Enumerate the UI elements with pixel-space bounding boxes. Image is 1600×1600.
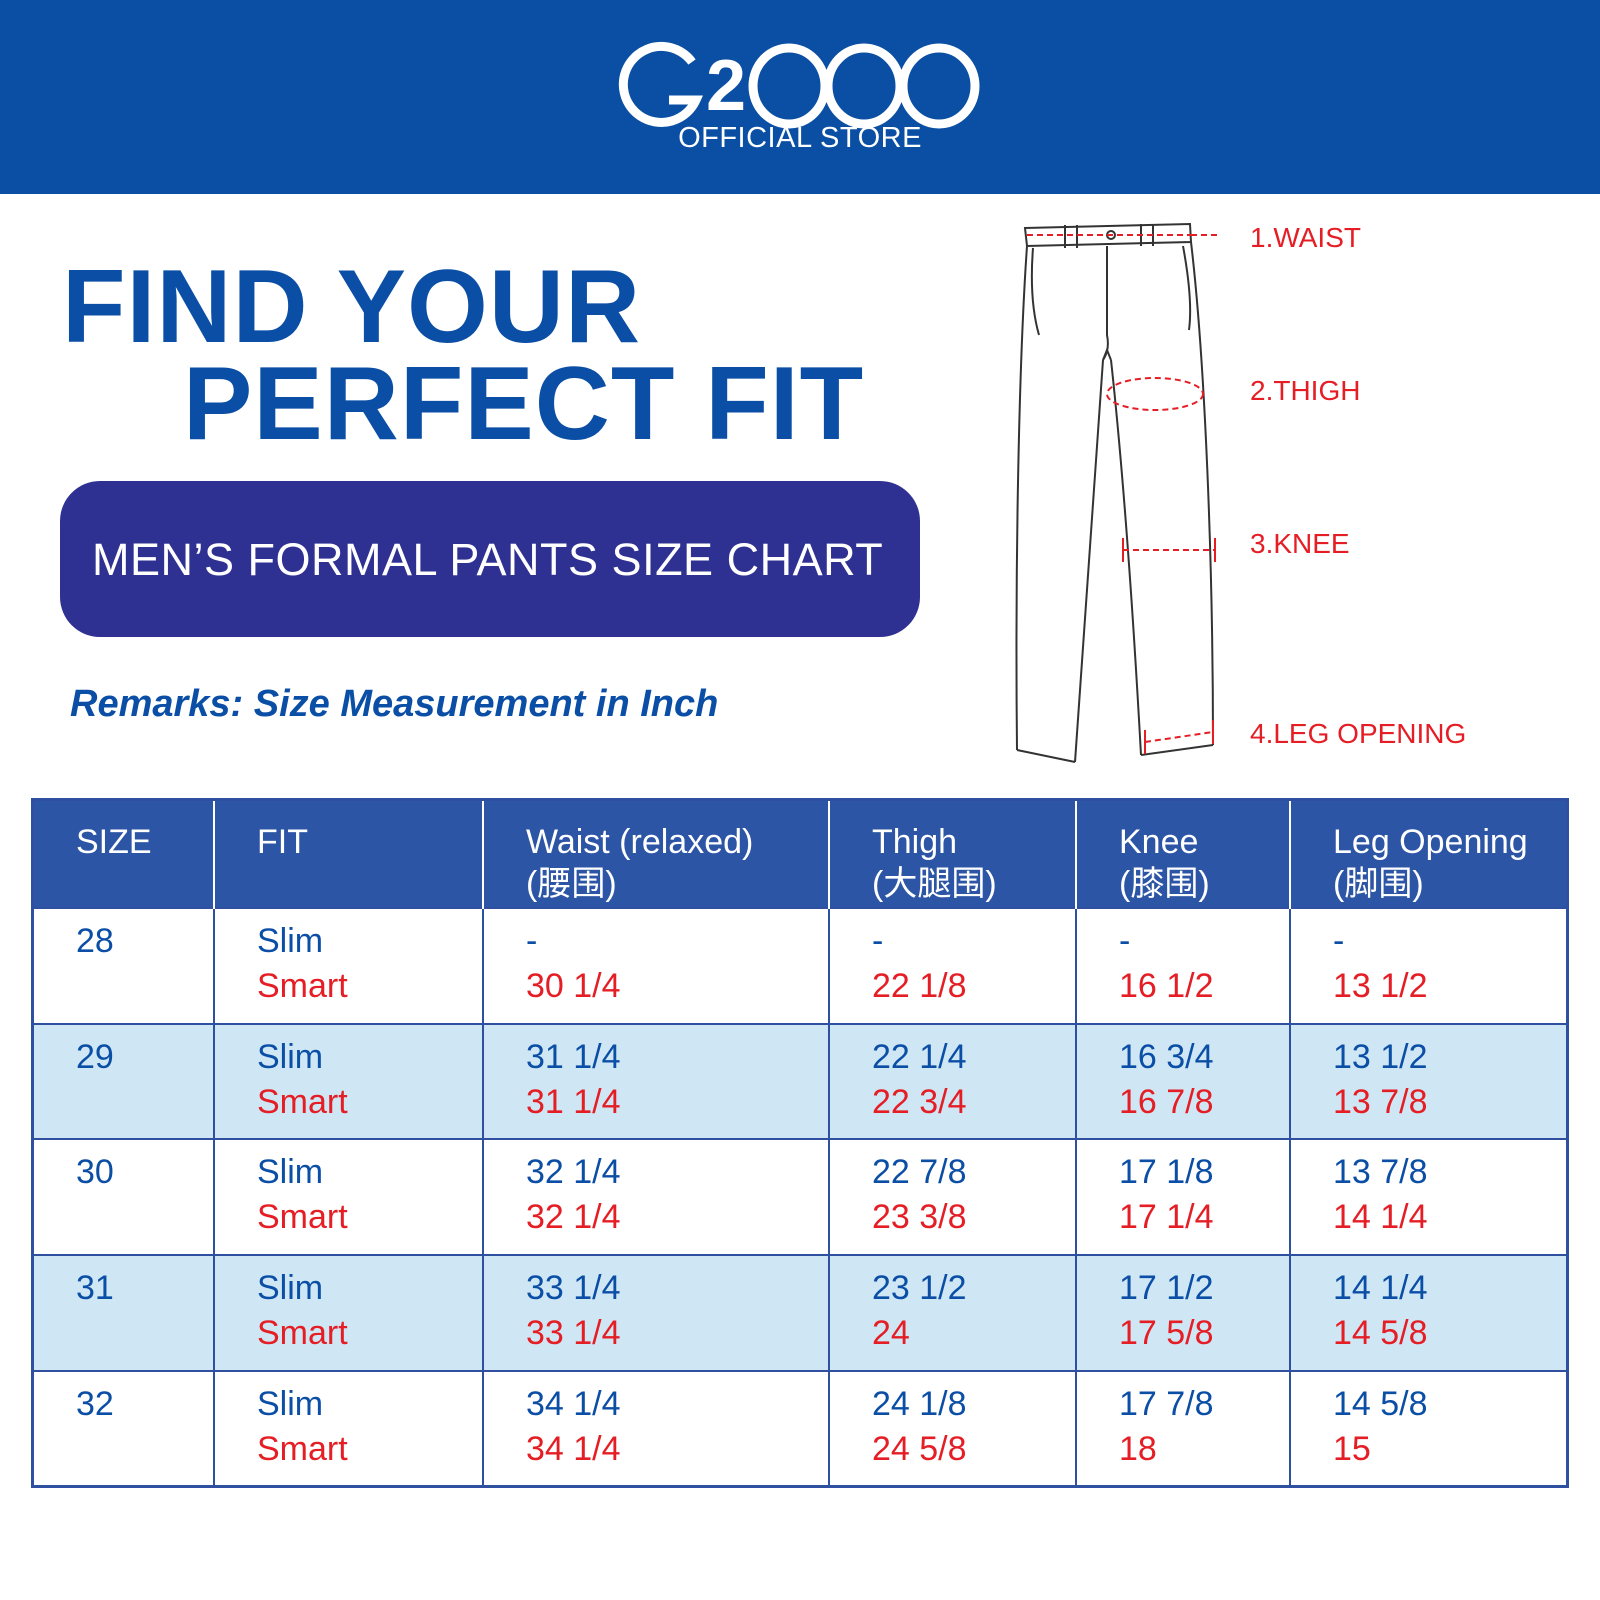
size-cell: 31 xyxy=(34,1253,214,1371)
header-knee: Knee (膝围) xyxy=(1075,801,1290,908)
knee-cell: 16 3/4 16 7/8 xyxy=(1075,1022,1290,1140)
fit-cell: Slim Smart xyxy=(213,1138,483,1255)
knee-cell: 17 7/8 18 xyxy=(1075,1369,1290,1485)
knee-cell: 17 1/2 17 5/8 xyxy=(1075,1253,1290,1371)
leg-opening-cell: 13 1/2 13 7/8 xyxy=(1289,1022,1566,1140)
header-size: SIZE xyxy=(34,801,214,908)
waist-cell: -30 1/4 xyxy=(482,907,829,1024)
leg-opening-cell: 13 7/8 14 1/4 xyxy=(1289,1138,1566,1255)
chart-title-banner: MEN’S FORMAL PANTS SIZE CHART xyxy=(60,481,920,637)
header-leg-opening: Leg Opening (脚围) xyxy=(1289,801,1566,908)
table-row: 28 Slim Smart -30 1/4 -22 1/8 -16 1/2 -13… xyxy=(34,907,1566,1024)
remarks-text: Remarks: Size Measurement in Inch xyxy=(70,683,719,725)
chart-title: MEN’S FORMAL PANTS SIZE CHART xyxy=(92,534,884,585)
thigh-cell: 24 1/8 24 5/8 xyxy=(828,1369,1076,1485)
label-leg-opening: 4.LEG OPENING xyxy=(1250,718,1467,749)
header-fit: FIT xyxy=(213,801,483,908)
size-cell: 32 xyxy=(34,1369,214,1485)
thigh-cell: 22 7/8 23 3/8 xyxy=(828,1138,1076,1255)
g2000-logo: 2 xyxy=(618,41,980,129)
fit-cell: Slim Smart xyxy=(213,907,483,1024)
label-knee: 3.KNEE xyxy=(1250,528,1350,559)
waist-cell: 32 1/4 32 1/4 xyxy=(482,1138,829,1255)
size-cell: 30 xyxy=(34,1138,214,1255)
table-row: 29 Slim Smart 31 1/4 31 1/4 22 1/4 22 3/4 1… xyxy=(34,1022,1566,1140)
fit-cell: Slim Smart xyxy=(213,1253,483,1371)
table-row: 31 Slim Smart 33 1/4 33 1/4 23 1/2 24 17 1/… xyxy=(34,1253,1566,1371)
label-thigh: 2.THIGH xyxy=(1250,375,1361,406)
knee-cell: -16 1/2 xyxy=(1075,907,1290,1024)
label-waist: 1.WAIST xyxy=(1250,222,1361,253)
headline-line1: FIND YOUR xyxy=(62,249,642,365)
leg-opening-cell: -13 1/2 xyxy=(1289,907,1566,1024)
thigh-cell: 22 1/4 22 3/4 xyxy=(828,1022,1076,1140)
header-waist: Waist (relaxed) (腰围) xyxy=(482,801,829,908)
size-cell: 28 xyxy=(34,907,214,1024)
pants-measurement-diagram: 1.WAIST 2.THIGH 3.KNEE 4.LEG OPENING xyxy=(1015,210,1495,770)
svg-text:2: 2 xyxy=(706,46,746,126)
size-chart-table: SIZE FIT Waist (relaxed) (腰围) Thigh (大腿围) … xyxy=(31,798,1569,1488)
fit-cell: Slim Smart xyxy=(213,1369,483,1485)
pants-illustration xyxy=(1015,222,1217,763)
fit-cell: Slim Smart xyxy=(213,1022,483,1140)
header-thigh: Thigh (大腿围) xyxy=(828,801,1076,908)
waist-cell: 33 1/4 33 1/4 xyxy=(482,1253,829,1371)
headline-line2: PERFECT FIT xyxy=(183,346,865,462)
table-row: 30 Slim Smart 32 1/4 32 1/4 22 7/8 23 3/8 1… xyxy=(34,1138,1566,1255)
leg-opening-cell: 14 5/8 15 xyxy=(1289,1369,1566,1485)
store-subtitle: OFFICIAL STORE xyxy=(678,122,922,154)
knee-cell: 17 1/8 17 1/4 xyxy=(1075,1138,1290,1255)
leg-opening-cell: 14 1/4 14 5/8 xyxy=(1289,1253,1566,1371)
header-bar: 2 OFFICIAL STORE xyxy=(0,0,1600,194)
thigh-cell: -22 1/8 xyxy=(828,907,1076,1024)
waist-cell: 34 1/4 34 1/4 xyxy=(482,1369,829,1485)
table-row: 32 Slim Smart 34 1/4 34 1/4 24 1/8 24 5/8 1… xyxy=(34,1369,1566,1485)
size-cell: 29 xyxy=(34,1022,214,1140)
thigh-cell: 23 1/2 24 xyxy=(828,1253,1076,1371)
table-header-row: SIZE FIT Waist (relaxed) (腰围) Thigh (大腿围) … xyxy=(34,801,1566,908)
waist-cell: 31 1/4 31 1/4 xyxy=(482,1022,829,1140)
